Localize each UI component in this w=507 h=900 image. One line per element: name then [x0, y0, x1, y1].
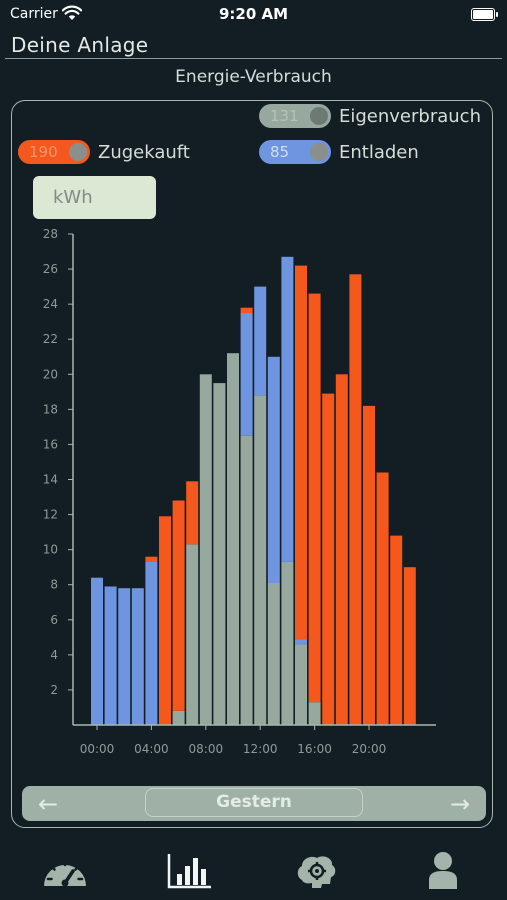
tab-dashboard[interactable]: [40, 850, 90, 892]
bar-entladen-00: [91, 577, 103, 725]
bar-eigenverbrauch-10: [227, 353, 239, 725]
bar-zugekauft-17: [322, 393, 335, 725]
x-tick-label: 16:00: [297, 742, 332, 756]
x-tick-label: 20:00: [352, 742, 387, 756]
day-label[interactable]: Gestern: [145, 788, 363, 817]
bar-eigenverbrauch-09: [213, 383, 226, 725]
bar-eigenverbrauch-06: [172, 711, 185, 725]
y-tick-label: 14: [43, 473, 58, 487]
bar-zugekauft-07: [186, 481, 199, 545]
toggle-knob: [310, 107, 328, 125]
eigenverbrauch-value: 131: [270, 107, 299, 125]
bar-entladen-02: [118, 588, 131, 725]
bar-eigenverbrauch-07: [186, 544, 199, 725]
y-tick-label: 24: [43, 297, 58, 311]
bar-zugekauft-18: [335, 374, 348, 725]
y-tick-label: 22: [43, 332, 58, 346]
next-day-button[interactable]: →: [449, 790, 471, 818]
legend-label-eigenverbrauch: Eigenverbrauch: [339, 105, 481, 127]
bar-zugekauft-21: [376, 472, 389, 725]
bar-entladen-13: [267, 356, 280, 583]
x-tick-label: 12:00: [243, 742, 278, 756]
tab-statistics[interactable]: [165, 850, 215, 892]
tab-insights[interactable]: [292, 850, 342, 892]
bar-eigenverbrauch-14: [281, 561, 294, 725]
bar-zugekauft-16: [308, 293, 321, 703]
bar-eigenverbrauch-12: [254, 395, 267, 725]
page-title: Deine Anlage: [11, 33, 149, 57]
y-tick-label: 10: [43, 543, 58, 557]
prev-day-button[interactable]: ←: [37, 790, 59, 818]
toggle-knob: [69, 143, 87, 161]
unit-selector[interactable]: kWh: [33, 176, 156, 219]
bar-zugekauft-04: [145, 556, 158, 562]
y-tick-label: 6: [50, 613, 58, 627]
bar-entladen-01: [104, 586, 117, 725]
bar-zugekauft-19: [349, 274, 362, 725]
header-divider: [5, 58, 502, 59]
toggle-eigenverbrauch[interactable]: 131: [259, 104, 331, 128]
chart-panel: [11, 100, 493, 828]
y-tick-label: 28: [43, 227, 58, 241]
y-tick-label: 12: [43, 508, 58, 522]
zugekauft-value: 190: [29, 143, 58, 161]
x-tick-label: 08:00: [189, 742, 224, 756]
user-icon: [429, 852, 457, 889]
toggle-entladen[interactable]: 85: [259, 140, 331, 164]
y-tick-label: 2: [50, 683, 58, 697]
clock: 9:20 AM: [218, 5, 289, 23]
bar-zugekauft-11: [240, 307, 253, 313]
unit-selector-value: kWh: [53, 187, 93, 208]
tab-profile[interactable]: [418, 850, 468, 892]
legend-label-zugekauft: Zugekauft: [98, 141, 190, 163]
bar-eigenverbrauch-08: [199, 374, 212, 725]
bar-entladen-12: [254, 286, 267, 396]
bar-eigenverbrauch-11: [240, 435, 253, 725]
entladen-value: 85: [270, 143, 290, 161]
y-tick-label: 18: [43, 402, 58, 416]
bar-eigenverbrauch-16: [308, 702, 321, 725]
toggle-zugekauft[interactable]: 190: [18, 140, 90, 164]
x-tick-label: 04:00: [134, 742, 169, 756]
y-tick-label: 26: [43, 262, 58, 276]
brain-gear-icon: [297, 856, 336, 888]
section-title: Energie-Verbrauch: [175, 67, 332, 87]
bar-entladen-14: [281, 256, 294, 562]
bar-chart-icon: [167, 854, 211, 889]
bar-zugekauft-22: [390, 535, 403, 725]
x-tick-label: 00:00: [80, 742, 115, 756]
legend-zugekauft: 190 Zugekauft: [18, 140, 190, 164]
battery-icon: [471, 8, 498, 21]
legend-label-entladen: Entladen: [339, 141, 419, 163]
bar-entladen-03: [131, 588, 144, 725]
bar-zugekauft-06: [172, 500, 185, 711]
wifi-icon: [62, 5, 82, 20]
day-navigation: ← Gestern →: [22, 786, 486, 821]
status-bar: Carrier 9:20 AM: [0, 0, 507, 30]
legend-eigenverbrauch: 131 Eigenverbrauch: [259, 104, 481, 128]
carrier-label: Carrier: [10, 6, 58, 22]
bar-zugekauft-15: [295, 265, 307, 640]
bar-zugekauft-20: [363, 405, 375, 725]
bar-entladen-04: [145, 561, 158, 725]
toggle-knob: [310, 143, 328, 161]
y-tick-label: 8: [50, 578, 58, 592]
y-tick-label: 4: [50, 648, 58, 662]
bar-eigenverbrauch-15: [295, 644, 307, 725]
bar-entladen-15: [295, 639, 307, 645]
bar-entladen-11: [240, 312, 253, 436]
y-tick-label: 20: [43, 367, 58, 381]
y-tick-label: 16: [43, 437, 58, 451]
bar-zugekauft-05: [159, 516, 171, 725]
bar-zugekauft-23: [403, 567, 416, 725]
bar-eigenverbrauch-13: [267, 583, 280, 725]
legend-entladen: 85 Entladen: [259, 140, 419, 164]
gauge-icon: [44, 859, 86, 887]
